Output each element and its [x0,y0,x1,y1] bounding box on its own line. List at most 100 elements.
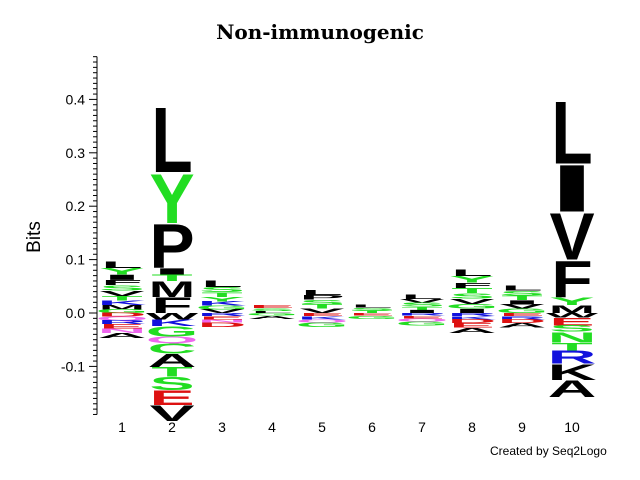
logo-letter-V: V [549,200,594,275]
logo-letter-Y: Y [449,275,494,285]
logo-letter-D: D [498,319,547,325]
logo-letter-R: R [498,315,547,320]
logo-letter-M: M [99,304,145,311]
logo-letter-R: R [398,312,447,316]
logo-letter-W: W [546,312,599,319]
logo-letter-I: I [399,309,445,314]
logo-letter-R: R [98,320,147,326]
logo-letter-G: G [246,312,299,316]
logo-letter-I: I [149,266,195,276]
logo-letter-D: D [198,322,247,329]
logo-letter-I: I [99,273,145,281]
logo-letter-E: E [499,312,544,317]
x-tick-label-4: 4 [268,419,276,435]
logo-letter-G: G [296,322,349,329]
logo-letter-K: K [298,315,347,320]
logo-letter-E: E [549,315,594,327]
x-tick-label-6: 6 [368,419,376,435]
y-tick-label: 0.1 [66,252,86,268]
logo-letter-G: G [496,308,549,315]
logo-letter-T: T [351,310,392,314]
logo-letter-A: A [548,375,597,402]
logo-letter-K: K [198,300,247,307]
logo-letter-T: T [551,340,593,352]
logo-letter-L: L [501,284,542,292]
logo-letter-A: A [148,350,197,371]
y-tick-label: 0.0 [66,305,86,321]
logo-letter-M: M [149,277,195,302]
logo-letter-A: A [498,322,547,329]
logo-letter-Y: Y [99,267,144,277]
logo-letter-N: N [98,328,147,335]
logo-letter-E: E [449,322,494,329]
logo-letter-F: F [101,279,142,287]
logo-letter-P: P [149,211,194,282]
logo-letter-Y: Y [199,296,244,303]
logo-letter-V: V [449,297,494,305]
logo-letter-E: E [149,386,194,409]
logo-letter-K: K [448,315,497,320]
x-tick-label-2: 2 [168,419,176,435]
x-axis: 1 2 3 4 5 6 7 8 9 10 [118,419,580,435]
logo-letter-I: I [449,308,495,315]
logo-letter-T: T [201,291,242,299]
logo-letter-W: W [146,312,199,322]
logo-letter-Q: Q [96,316,149,322]
logo-letter-G: G [96,308,149,314]
logo-letter-N: N [198,319,247,324]
logo-letter-G: G [146,323,199,339]
logo-letter-A: A [98,331,147,339]
logo-letter-S: S [249,308,294,312]
logo-letter-E: E [349,312,394,316]
logo-letter-F: F [551,249,592,308]
logo-letter-I: I [549,151,595,226]
logo-letter-M: M [549,303,595,315]
x-tick-label-8: 8 [468,419,476,435]
logo-letter-S: S [299,298,344,306]
x-tick-label-7: 7 [418,419,426,435]
logo-letter-F: F [451,281,492,289]
logo-letter-L: L [401,294,442,301]
logo-letter-R: R [548,347,597,368]
y-axis-label: Bits [24,221,45,253]
logo-letter-E: E [199,315,244,320]
logo-letter-Y: Y [549,295,594,307]
logo-letter-D: D [98,312,147,318]
logo-letter-L: L [201,279,242,289]
logo-letter-S: S [199,286,244,294]
logo-letter-Y: Y [149,158,194,238]
logo-letter-V: V [399,298,444,304]
x-tick-label-1: 1 [118,419,126,435]
x-tick-label-5: 5 [318,419,326,435]
logo-letter-T: T [401,306,442,311]
logo-letter-K: K [98,300,147,307]
logo-letter-S: S [149,373,194,394]
logo-letter-V: V [99,289,144,297]
logo-letter-E: E [99,323,144,330]
logo-letter-T: T [151,273,192,283]
logo-letter-V: V [149,400,195,425]
logo-letter-S: S [99,284,144,292]
logo-letter-Q: Q [296,319,349,324]
logo-letter-V: V [299,308,344,315]
y-tick-label: 0.2 [66,198,86,214]
logo-letter-A: A [448,326,497,334]
logo-letter-Q: Q [146,335,199,345]
logo-letter-E: E [249,304,294,309]
y-tick-label: -0.1 [61,358,85,374]
logo-letter-T: T [101,295,142,303]
logo-letter-G: G [446,303,499,311]
logo-letter-A: A [248,315,297,320]
y-axis: 0.4 0.3 0.2 0.1 0.0 -0.1 [61,56,98,415]
logo-letter-L: L [451,268,492,278]
chart-title: Non-immunogenic [216,20,424,44]
x-tick-label-3: 3 [218,419,226,435]
logo-letter-T: T [151,365,193,380]
credit-label: Created by Seq2Logo [490,444,607,458]
x-tick-label-9: 9 [518,419,526,435]
logo-letter-T: T [301,304,342,311]
logo-letter-L: L [151,88,192,192]
y-tick-label: 0.3 [66,145,86,161]
logo-letter-G: G [346,315,399,320]
logo-letter-R: R [198,312,247,317]
